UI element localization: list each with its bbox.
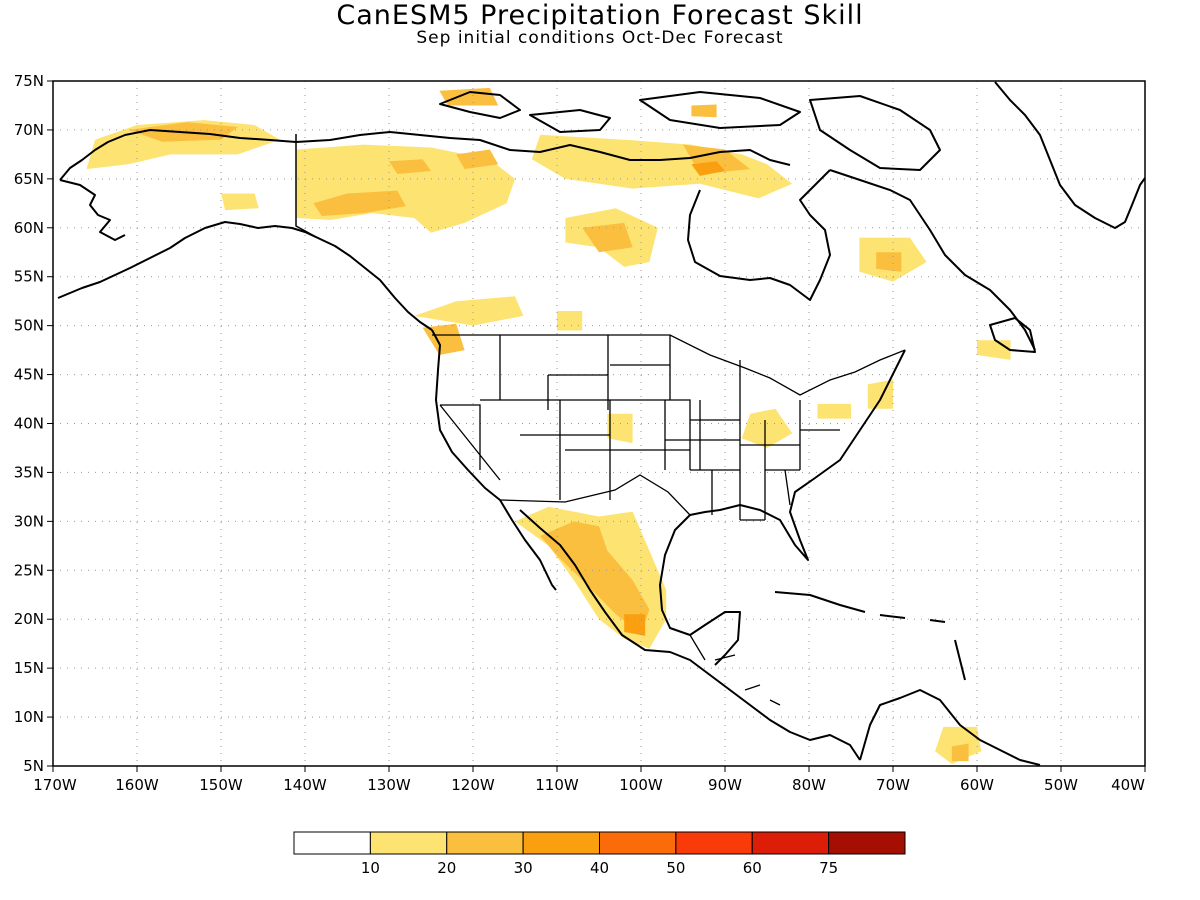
skill-shading-layer [86, 87, 1011, 764]
border-us-mexico [499, 474, 691, 516]
lat-tick-label: 40N [14, 415, 44, 433]
axis-ticks: 5N 10N 15N 20N 25N 30N 35N 40N 45N 50N 55N 60N 65N 70… [14, 72, 1146, 794]
lat-tick-label: 65N [14, 170, 44, 188]
lon-tick-label: 60W [960, 776, 994, 794]
lon-tick-label: 160W [115, 776, 159, 794]
lat-tick-label: 75N [14, 72, 44, 90]
colorbar-label: 50 [666, 859, 685, 877]
skill-region [691, 161, 725, 176]
colorbar-label: 40 [590, 859, 609, 877]
colorbar-label: 60 [743, 859, 762, 877]
border-alaska-canada [295, 134, 319, 239]
lat-tick-label: 70N [14, 121, 44, 139]
map-title: CanESM5 Precipitation Forecast Skill [336, 0, 864, 31]
political-borders [432, 334, 906, 706]
skill-region [624, 614, 646, 636]
lon-tick-label: 150W [199, 776, 243, 794]
skill-region [389, 159, 431, 174]
skill-region [817, 403, 851, 419]
lon-tick-label: 100W [619, 776, 663, 794]
colorbar-swatch [599, 831, 677, 855]
lat-tick-label: 50N [14, 317, 44, 335]
colorbar-swatch [293, 831, 371, 855]
lat-tick-label: 20N [14, 610, 44, 628]
skill-region [439, 87, 499, 106]
skill-region [951, 743, 969, 762]
lon-tick-label: 80W [792, 776, 826, 794]
colorbar-label: 10 [361, 859, 380, 877]
lon-tick-label: 120W [451, 776, 495, 794]
skill-region [582, 222, 633, 253]
coast-mexico-pacific [499, 499, 861, 761]
colorbar-swatch [369, 831, 448, 855]
us-state-lines [439, 335, 840, 521]
map-subtitle: Sep initial conditions Oct-Dec Forecast [416, 28, 784, 48]
border-canada-us [432, 334, 906, 396]
skill-region [456, 149, 499, 170]
lat-tick-label: 35N [14, 463, 44, 481]
lon-tick-label: 130W [367, 776, 411, 794]
colorbar-swatch [446, 831, 524, 855]
lon-tick-label: 40W [1111, 776, 1145, 794]
coast-caribbean [774, 591, 966, 681]
colorbar-label: 30 [514, 859, 533, 877]
colorbar-swatch [522, 831, 600, 855]
coast-alaska [57, 221, 433, 331]
skill-region [876, 252, 902, 272]
lon-tick-label: 170W [33, 776, 77, 794]
skill-region [557, 311, 583, 331]
colorbar-swatch [675, 831, 753, 855]
colorbar-swatch [828, 831, 906, 855]
skill-region [691, 104, 717, 118]
colorbar-label: 75 [819, 859, 838, 877]
lat-tick-label: 60N [14, 219, 44, 237]
lat-tick-label: 10N [14, 708, 44, 726]
coast-greenland [994, 81, 1146, 229]
coast-newfoundland [989, 317, 1036, 353]
central-america-borders [689, 634, 781, 706]
lat-tick-label: 55N [14, 268, 44, 286]
coast-alaska-west [59, 179, 126, 241]
lat-tick-label: 5N [23, 757, 44, 775]
skill-region [540, 521, 650, 634]
coast-south-america [859, 689, 1041, 766]
colorbar-swatch [751, 831, 830, 855]
skill-region [414, 296, 524, 326]
skill-region [607, 413, 633, 444]
lat-tick-label: 30N [14, 512, 44, 530]
skill-region [977, 340, 1011, 360]
lon-tick-label: 90W [708, 776, 742, 794]
skill-region [221, 193, 259, 211]
lon-tick-label: 70W [876, 776, 910, 794]
lon-tick-label: 50W [1044, 776, 1078, 794]
lat-tick-label: 15N [14, 659, 44, 677]
colorbar-label: 20 [437, 859, 456, 877]
lat-tick-label: 45N [14, 366, 44, 384]
lon-tick-label: 110W [535, 776, 579, 794]
coast-arctic-islands [439, 91, 941, 171]
coast-us-pacific [431, 329, 501, 501]
coast-alaska-north [59, 129, 297, 181]
skill-region [313, 190, 406, 216]
colorbar: 10 20 30 40 50 60 75 [293, 831, 906, 877]
coast-arctic-mainland [295, 131, 791, 166]
skill-region [741, 408, 793, 448]
lon-tick-label: 140W [283, 776, 327, 794]
coast-labrador [829, 169, 1036, 351]
skill-region [867, 379, 893, 409]
coast-hudson-bay [687, 169, 831, 301]
lat-tick-label: 25N [14, 561, 44, 579]
